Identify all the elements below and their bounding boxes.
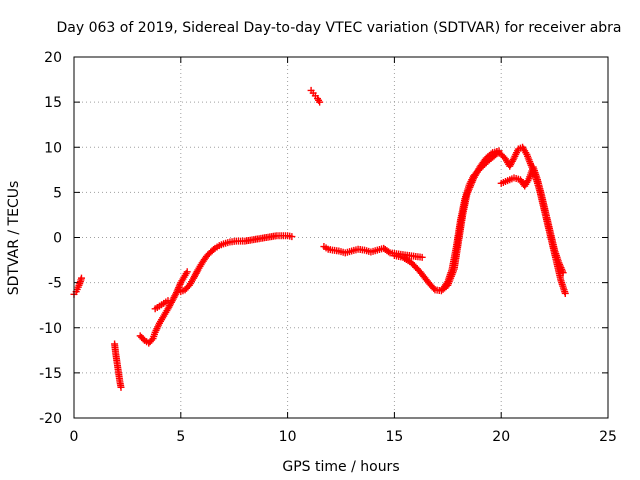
x-tick-label: 5 [176,429,185,445]
y-tick-label: 20 [44,50,62,66]
data-point [479,162,487,170]
y-tick-label: 15 [44,95,62,111]
data-point [210,246,218,254]
data-point [77,274,85,282]
data-point [385,248,393,256]
data-point [477,163,485,171]
plot-frame [73,56,609,419]
x-axis-label: GPS time / hours [282,459,399,475]
y-tick-label: 5 [53,185,62,201]
y-tick-label: -15 [39,366,62,382]
data-point [139,335,147,343]
data-point [559,269,567,277]
x-tick-label: 15 [385,429,403,445]
y-tick-label: -20 [39,411,62,427]
x-tick-label: 20 [492,429,510,445]
grid [74,57,608,418]
y-tick-label: -10 [39,321,62,337]
data-point [288,233,296,241]
y-tick-label: -5 [48,276,62,292]
data-point [561,289,569,297]
y-tick-label: 10 [44,140,62,156]
data-point [148,336,156,344]
data-point [164,297,172,305]
data-point [418,253,426,261]
data-point [117,383,125,391]
chart-title: Day 063 of 2019, Sidereal Day-to-day VTE… [56,20,621,36]
data-points [70,86,569,391]
x-tick-label: 10 [279,429,297,445]
axis-ticks: 0 5 10 15 20 25 -20 -15 -10 -5 0 5 10 15 20 [39,50,617,445]
y-tick-label: 0 [53,231,62,247]
data-point [172,290,180,298]
data-point [476,165,484,173]
y-axis-label: SDTVAR / TECUs [6,181,22,296]
data-point [316,98,324,106]
x-tick-label: 25 [599,429,617,445]
x-tick-label: 0 [70,429,79,445]
data-point [183,268,191,276]
